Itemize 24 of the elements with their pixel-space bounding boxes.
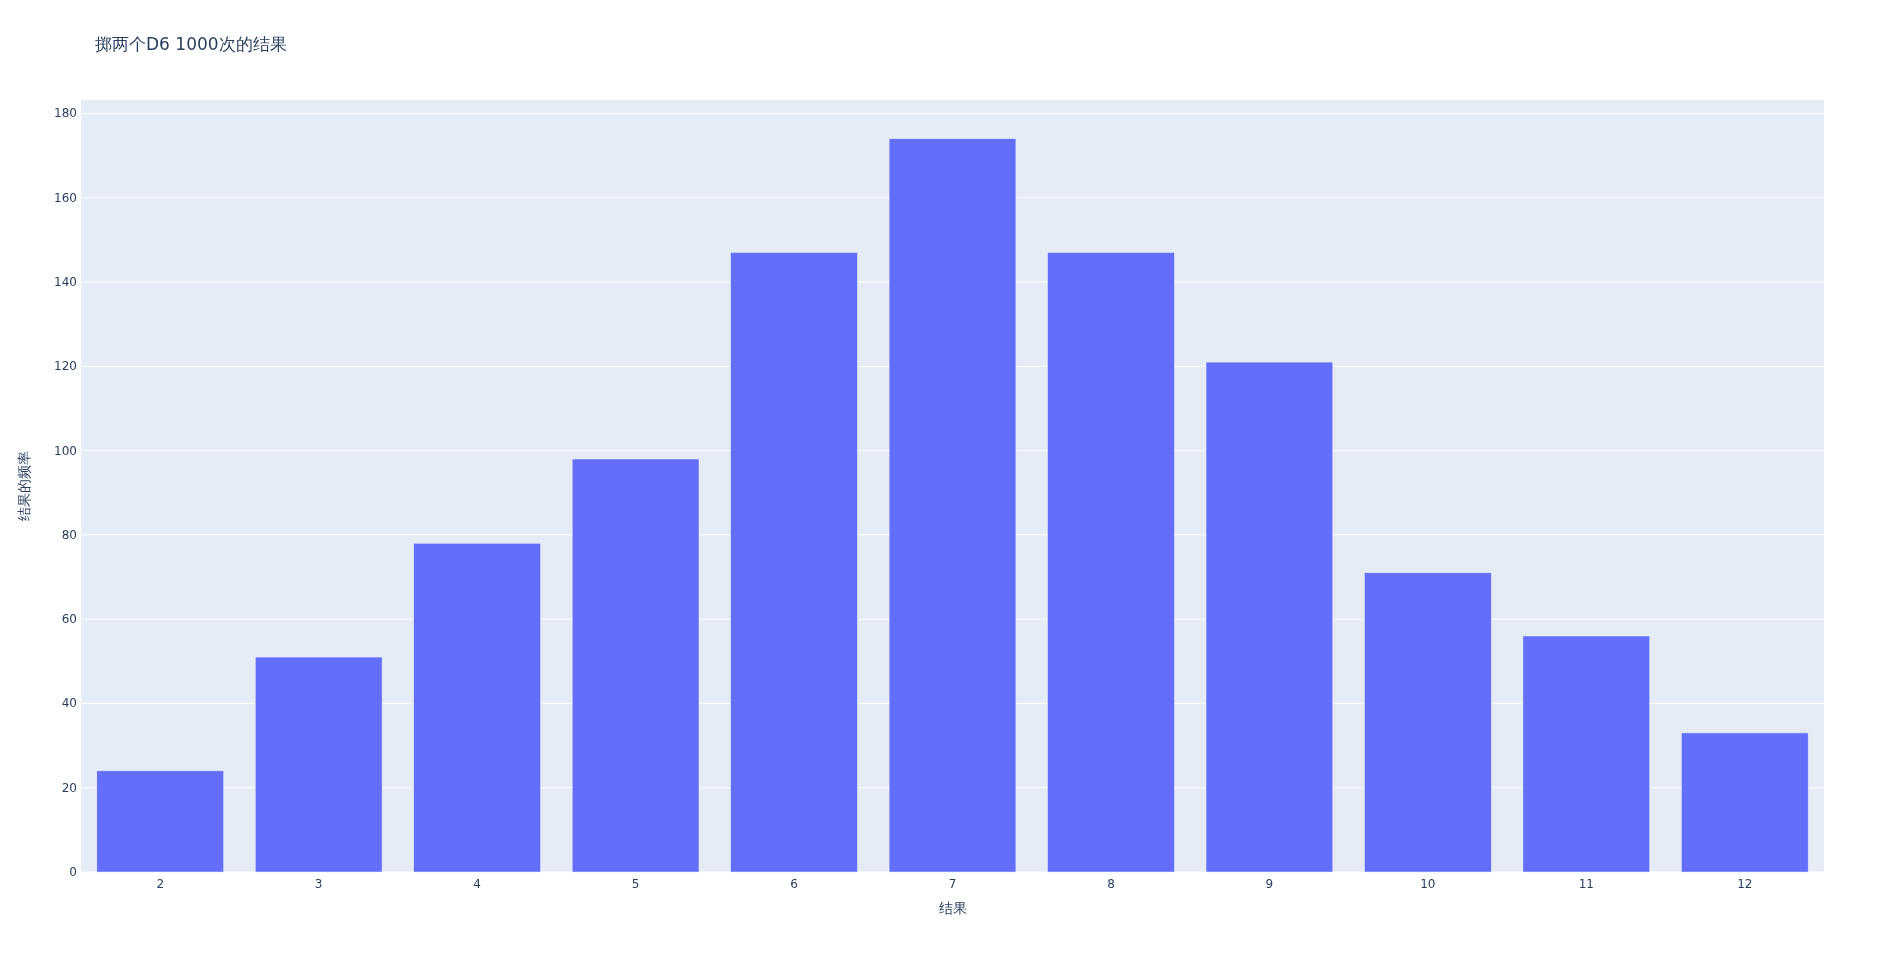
y-tick-label: 40	[61, 696, 77, 711]
y-tick-label: 140	[54, 275, 77, 290]
x-tick-label: 3	[314, 877, 323, 891]
x-tick-label: 7	[948, 877, 957, 891]
y-tick-label: 120	[54, 359, 77, 374]
x-tick-label: 11	[1578, 877, 1594, 891]
y-tick-label: 180	[54, 106, 77, 121]
x-tick-label: 10	[1420, 877, 1436, 891]
x-tick-label: 8	[1107, 877, 1115, 891]
y-tick-label: 60	[61, 612, 77, 627]
x-axis-title: 结果	[938, 900, 967, 916]
y-tick-label: 100	[54, 443, 77, 458]
chart-title: 掷两个D6 1000次的结果	[95, 34, 287, 54]
y-tick-label: 160	[54, 190, 77, 205]
x-tick-label: 4	[473, 877, 481, 891]
y-tick-label: 0	[69, 865, 77, 879]
y-tick-label: 20	[61, 780, 77, 795]
x-tick-label: 12	[1737, 877, 1753, 891]
y-tick-label: 80	[61, 527, 77, 542]
y-axis-title: 结果的频率	[16, 451, 32, 521]
x-tick-label: 9	[1265, 877, 1274, 891]
x-tick-label: 2	[156, 877, 165, 891]
x-tick-label: 5	[631, 877, 640, 891]
x-tick-label: 6	[790, 877, 798, 891]
